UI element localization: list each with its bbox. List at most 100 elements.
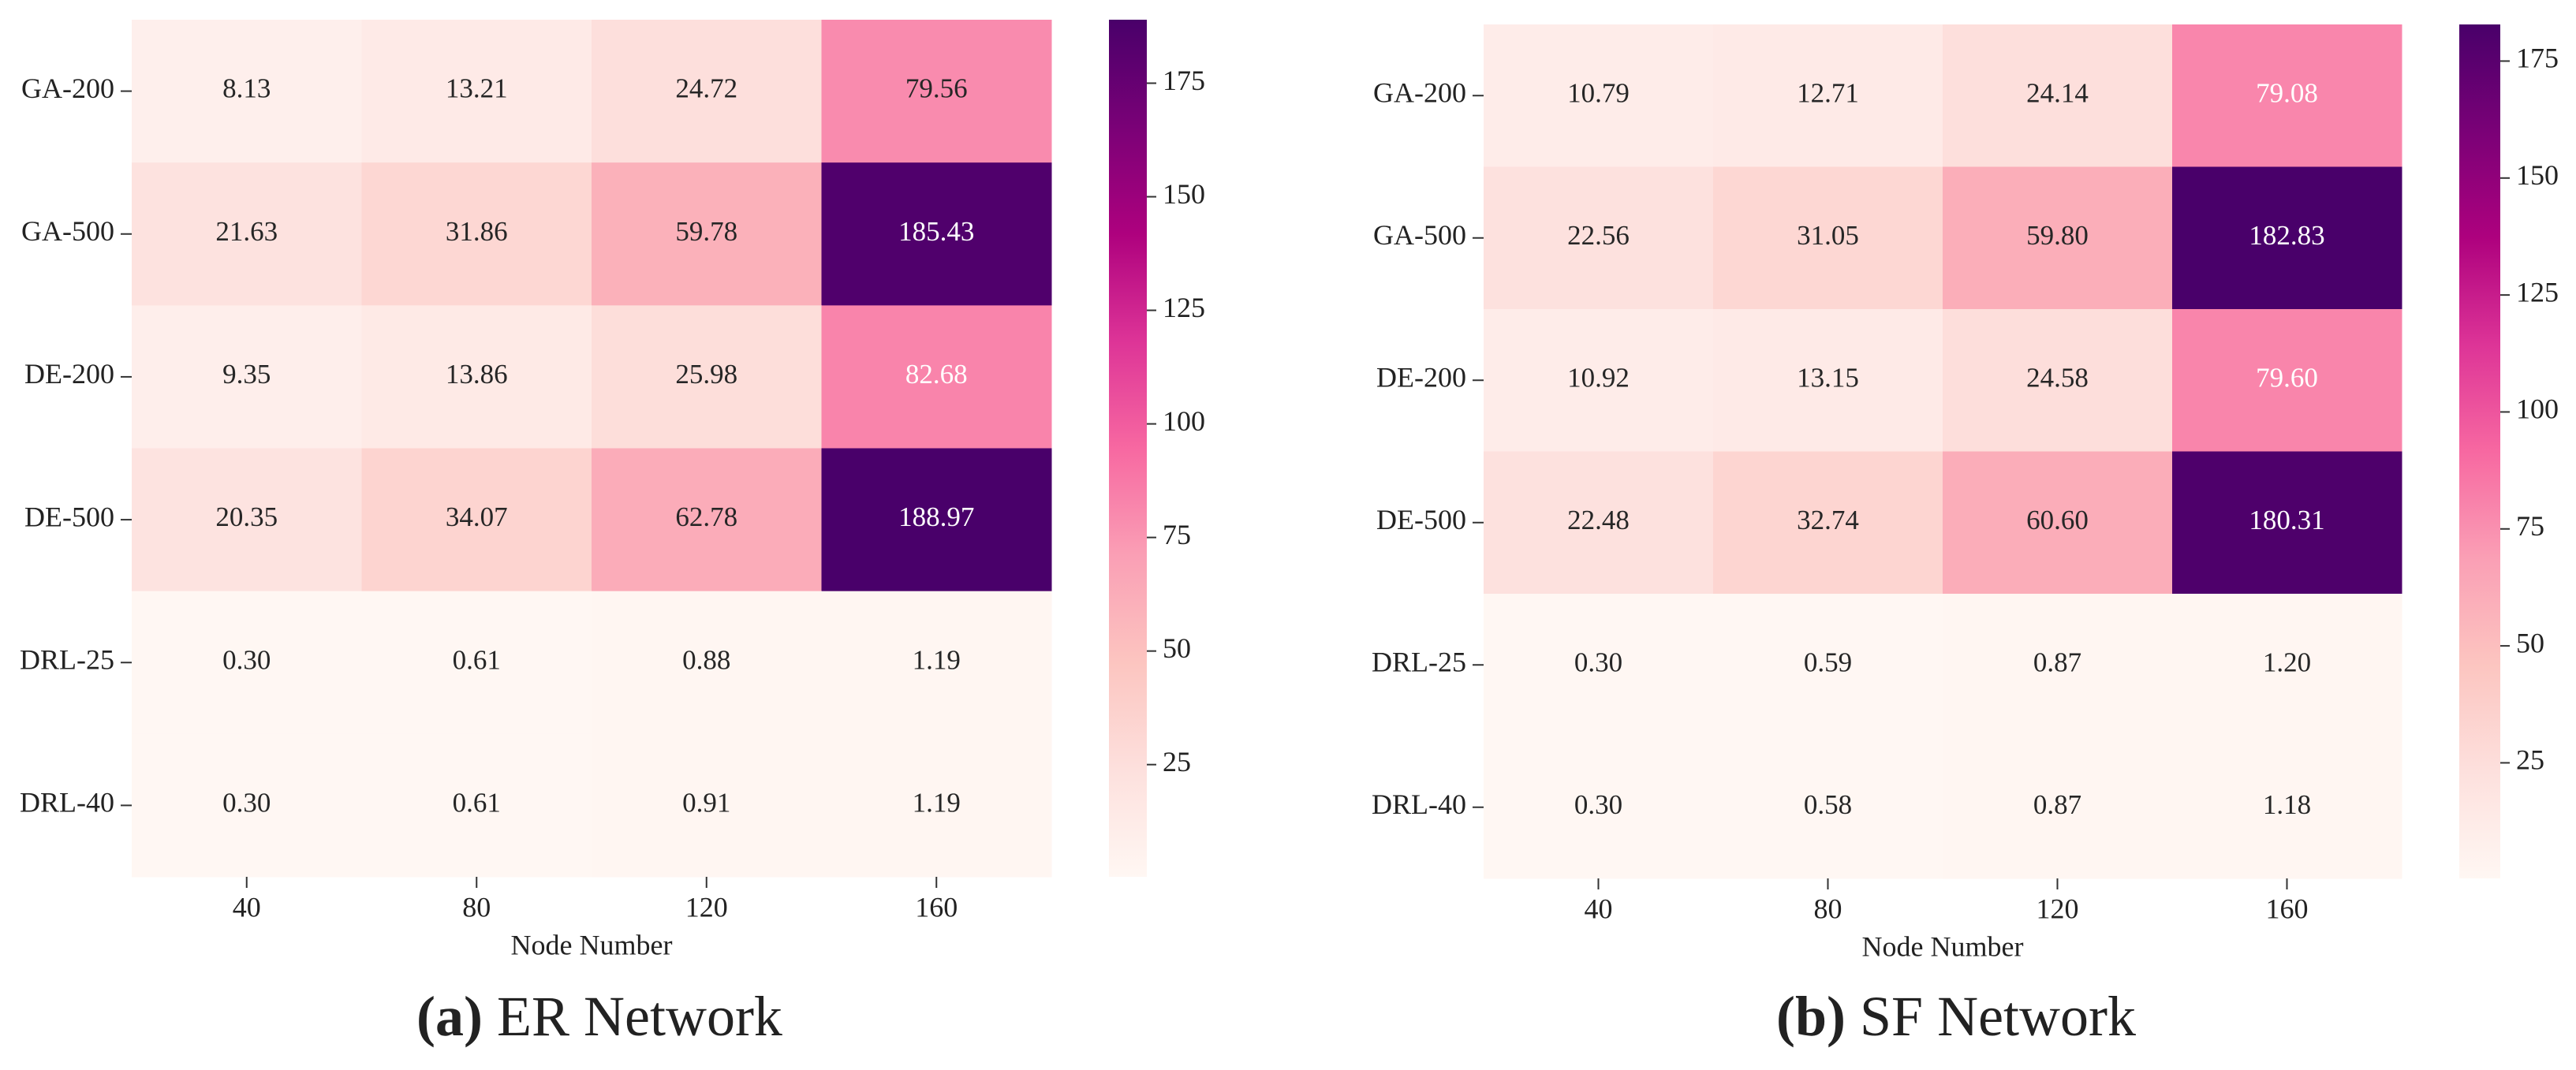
y-tick-label: GA-200 — [21, 73, 114, 104]
colorbar — [1109, 20, 1147, 877]
caption-text: ER Network — [497, 985, 782, 1048]
heatmap-cell — [1943, 309, 2173, 452]
cell-label: 13.15 — [1797, 362, 1859, 393]
heatmap-cell — [132, 591, 362, 735]
y-tick-label: DE-500 — [1376, 504, 1466, 535]
cell-label: 79.08 — [2256, 77, 2318, 108]
heatmap-cell — [2172, 736, 2402, 879]
cell-label: 1.19 — [913, 644, 961, 675]
y-tick-label: DRL-40 — [1372, 789, 1466, 820]
heatmap-cell — [1713, 309, 1943, 452]
heatmap-cell — [1484, 309, 1714, 452]
heatmap-cell — [132, 162, 362, 306]
y-tick-label: GA-500 — [1373, 219, 1466, 251]
heatmap-cell — [361, 305, 592, 449]
heatmap-cell — [2172, 24, 2402, 167]
cell-label: 59.80 — [2026, 220, 2089, 251]
cell-label: 185.43 — [898, 216, 974, 247]
heatmap-cell — [361, 162, 592, 306]
heatmap-cell — [361, 448, 592, 592]
cell-label: 182.83 — [2249, 220, 2324, 251]
heatmap-cell — [1484, 451, 1714, 595]
x-tick-label: 120 — [685, 891, 728, 923]
y-tick-label: DE-500 — [24, 501, 114, 532]
colorbar-tick-label: 125 — [2516, 276, 2559, 308]
x-tick-label: 80 — [462, 891, 491, 923]
x-tick-label: 160 — [915, 891, 958, 923]
cell-label: 34.07 — [446, 501, 508, 532]
cell-label: 60.60 — [2026, 505, 2089, 535]
cell-label: 0.30 — [222, 787, 271, 818]
colorbar-tick-label: 175 — [2516, 43, 2559, 74]
cell-label: 32.74 — [1797, 505, 1859, 535]
y-tick-label: DRL-40 — [20, 787, 114, 818]
heatmap-cell — [1484, 24, 1714, 167]
cell-label: 180.31 — [2249, 505, 2324, 535]
heatmap-cell — [1713, 166, 1943, 310]
cell-label: 24.58 — [2026, 362, 2089, 393]
cell-label: 0.59 — [1804, 647, 1852, 677]
cell-label: 21.63 — [215, 216, 278, 247]
heatmap-cell — [1713, 736, 1943, 879]
cell-label: 10.92 — [1567, 362, 1630, 393]
colorbar-tick-label: 75 — [1163, 519, 1191, 550]
heatmap-cell — [592, 20, 822, 163]
heatmap-cell — [821, 591, 1052, 735]
heatmap-cell — [821, 162, 1052, 306]
heatmap-cell — [2172, 166, 2402, 310]
caption: (b) SF Network — [1776, 985, 2136, 1048]
caption: (a) ER Network — [416, 985, 782, 1048]
heatmap-cell — [1484, 594, 1714, 736]
cell-label: 0.58 — [1804, 789, 1852, 820]
cell-label: 1.19 — [913, 787, 961, 818]
cell-label: 24.14 — [2026, 77, 2089, 108]
cell-label: 0.61 — [453, 787, 501, 818]
heatmap-cell — [592, 448, 822, 592]
colorbar-tick-label: 75 — [2516, 510, 2544, 542]
heatmap-cell — [1713, 451, 1943, 595]
caption-label: (b) — [1776, 985, 1846, 1048]
heatmap-cell — [361, 591, 592, 735]
cell-label: 20.35 — [215, 501, 278, 532]
cell-label: 1.20 — [2263, 647, 2311, 677]
heatmap-cell — [132, 448, 362, 592]
cell-label: 13.86 — [446, 359, 508, 390]
caption-label: (a) — [416, 985, 483, 1048]
cell-label: 0.91 — [682, 787, 730, 818]
heatmap-cell — [1484, 166, 1714, 310]
cell-label: 0.88 — [682, 644, 730, 675]
cell-label: 8.13 — [222, 73, 271, 104]
x-tick-label: 120 — [2037, 893, 2079, 924]
cell-label: 0.87 — [2033, 789, 2081, 820]
cell-label: 12.71 — [1797, 77, 1859, 108]
colorbar-tick-label: 50 — [1163, 632, 1191, 664]
caption-text: SF Network — [1860, 985, 2136, 1048]
cell-label: 22.48 — [1567, 505, 1630, 535]
heatmap-cell — [361, 733, 592, 878]
heatmap-cell — [2172, 309, 2402, 452]
cell-label: 0.30 — [1574, 789, 1622, 820]
cell-label: 0.87 — [2033, 647, 2081, 677]
cell-label: 82.68 — [905, 359, 968, 390]
colorbar-tick-label: 50 — [2516, 627, 2544, 658]
cell-label: 0.30 — [222, 644, 271, 675]
cell-label: 9.35 — [222, 359, 271, 390]
cell-label: 59.78 — [675, 216, 737, 247]
colorbar-tick-label: 100 — [1163, 405, 1205, 437]
heatmap-cell — [2172, 451, 2402, 595]
colorbar-tick-label: 125 — [1163, 292, 1205, 323]
cell-label: 0.61 — [453, 644, 501, 675]
colorbar-tick-label: 100 — [2516, 393, 2559, 425]
colorbar-tick-label: 25 — [1163, 746, 1191, 777]
colorbar-tick-label: 150 — [2516, 159, 2559, 191]
heatmap-cell — [592, 162, 822, 306]
heatmap-cell — [821, 448, 1052, 592]
heatmap-cell — [132, 305, 362, 449]
heatmap-cell — [821, 733, 1052, 878]
x-tick-label: 40 — [233, 891, 261, 923]
x-axis-label: Node Number — [1862, 930, 2024, 962]
cell-label: 1.18 — [2263, 789, 2311, 820]
x-tick-label: 40 — [1585, 893, 1613, 924]
heatmap-cell — [1484, 736, 1714, 879]
y-tick-label: GA-500 — [21, 215, 114, 247]
